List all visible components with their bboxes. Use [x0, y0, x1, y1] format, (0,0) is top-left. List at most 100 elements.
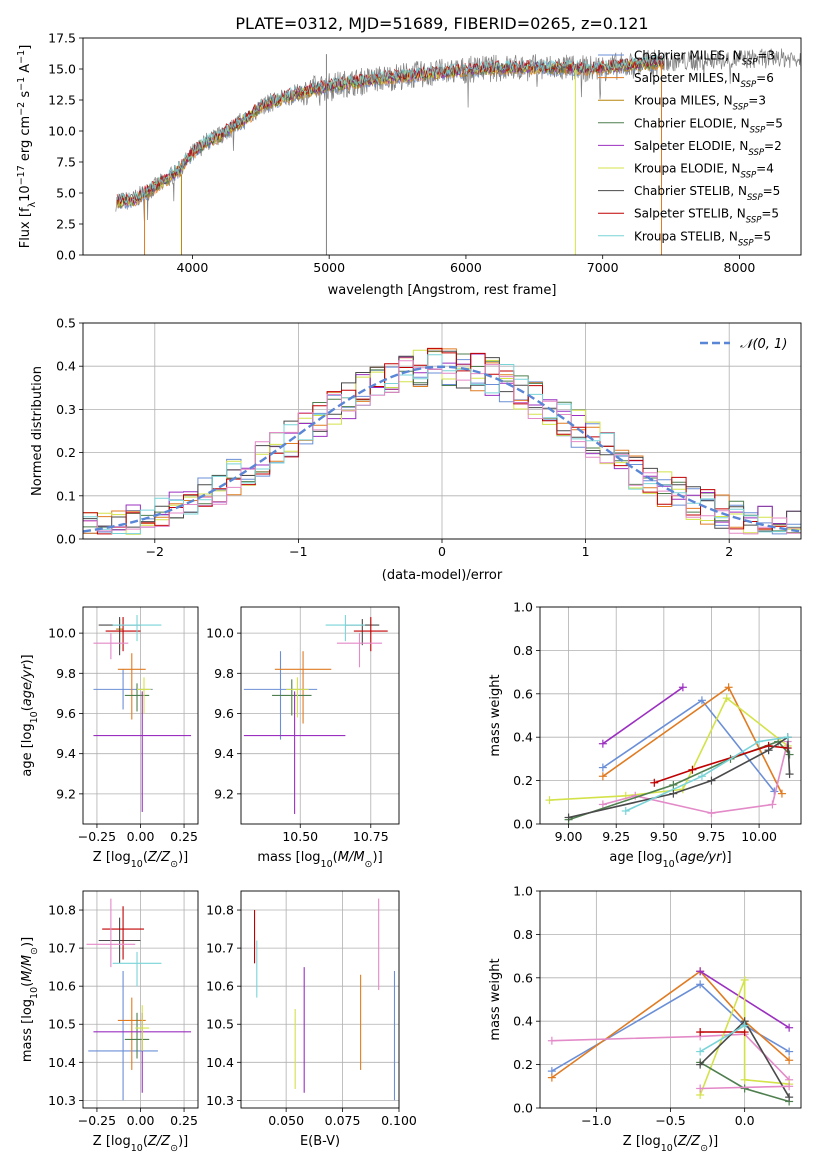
axis-label-part: 10	[18, 185, 33, 202]
legend-label-sub: SSP	[748, 148, 764, 158]
y-tick-label: 9.2	[214, 786, 234, 801]
weight-series-line	[625, 736, 788, 812]
weight-series-line	[602, 741, 789, 814]
x-tick-label: 0.00	[127, 1113, 155, 1128]
axis-label-part: ⊙	[29, 947, 40, 955]
axis-label-part: 10	[663, 859, 675, 870]
mass_vs_Z-plot-area	[86, 898, 192, 1101]
weight-series-line	[654, 745, 788, 784]
legend-label-tail: =5	[763, 184, 781, 198]
x-tick-label: 4000	[177, 260, 209, 275]
y-tick-label: 9.4	[214, 746, 234, 761]
y-tick-label: 9.6	[56, 706, 76, 721]
y-axis-label: age [log10(age/yr)]	[20, 654, 40, 776]
legend-label-sub: SSP	[750, 125, 766, 135]
legend-label-tail: =3	[757, 49, 775, 63]
y-tick-label: 2.5	[56, 217, 76, 232]
x-tick-label: 0.075	[325, 1113, 361, 1128]
weight-series-line	[602, 686, 684, 745]
residuals-panel: −2 −1 0 1 2 0.0 0.1 0.2 0.3 0.4 0.5 𝒩(0, 1) (data-mo…	[30, 316, 802, 583]
y-tick-label: 0.2	[56, 445, 76, 460]
spectrum-panel: 4000 5000 6000 7000 8000 0.0 2.5 5.0 7.5 10.0 12.5…	[16, 31, 802, 298]
y-tick-label: 9.8	[56, 666, 76, 681]
axis-label-part: erg cm	[18, 116, 33, 165]
x-tick-label: −1.0	[581, 1113, 611, 1128]
axis-label-part: Z [log	[93, 1134, 131, 1149]
residuals-plot-area	[83, 347, 801, 535]
x-tick-label: 10.50	[282, 829, 318, 844]
legend-label-sub: SSP	[741, 171, 757, 181]
age_vs_Z-plot-area	[93, 615, 192, 812]
axis-label-part: s	[18, 91, 33, 102]
legend-label-tail: =4	[756, 162, 774, 176]
y-tick-label: 0.6	[513, 970, 533, 985]
legend-label-tail: =3	[748, 94, 766, 108]
weight-series-line	[699, 1024, 746, 1053]
axis-label-part: age/yr	[680, 850, 723, 865]
x-tick-label: 0.100	[381, 1113, 417, 1128]
y-tick-label: 9.8	[214, 666, 234, 681]
legend-label-tail: =5	[761, 207, 779, 221]
axis-label-part: )]	[20, 654, 35, 664]
axis-label-part: age [log	[20, 723, 35, 776]
axis-label-part: Z [log	[623, 1134, 661, 1149]
y-tick-label: 10.3	[206, 1093, 234, 1108]
mass_vs_ebv-plot-area	[253, 898, 396, 1101]
gaussian-curve	[83, 365, 801, 533]
legend-label: Chabrier STELIB, NSSP=5	[634, 184, 780, 203]
axis-label-part: Z [log	[93, 850, 131, 865]
y-tick-label: 0.2	[513, 1057, 533, 1072]
x-tick-label: −1	[289, 544, 307, 559]
legend-label-main: Kroupa MILES, N	[634, 94, 733, 108]
axis-label-part: ⊙	[170, 859, 178, 870]
axis-label-part: (	[143, 850, 148, 865]
weight-series-line	[602, 686, 783, 794]
y-tick-label: 10.5	[48, 1017, 76, 1032]
mass_weight_vs_age-panel: 9.00 9.25 9.50 9.75 10.00 0.0 0.2 0.4 0.6 0.8 1.0 a…	[488, 600, 802, 870]
mass_vs_ebv-panel: 0.050 0.075 0.100 10.3 10.4 10.5 10.6 10.7 10.8 E…	[206, 890, 417, 1149]
y-tick-label: 0.4	[513, 1014, 533, 1029]
mass_weight_vs_Z-panel: −1.0 −0.5 0.0 0.0 0.2 0.4 0.6 0.8 1.0 Z [log10(Z/…	[488, 884, 802, 1154]
axis-label-part: (	[20, 706, 35, 711]
x-tick-label: 5000	[313, 260, 345, 275]
x-axis-label: (data-model)/error	[382, 568, 503, 583]
x-tick-label: 10.75	[353, 829, 389, 844]
legend-label: Salpeter STELIB, NSSP=5	[634, 207, 779, 226]
legend-label-tail: =5	[765, 116, 783, 130]
x-tick-label: 9.25	[602, 829, 630, 844]
x-tick-label: 0.25	[170, 829, 198, 844]
y-tick-label: 10.8	[206, 903, 234, 918]
axis-label-part: )]	[373, 850, 383, 865]
weight-series-line	[551, 970, 790, 1079]
legend-label: Kroupa STELIB, NSSP=5	[634, 229, 771, 248]
axis-label-part: 10	[131, 859, 143, 870]
axis-label-part: 10	[661, 1143, 673, 1154]
x-axis-label: Z [log10(Z/Z⊙)]	[623, 1134, 718, 1154]
y-tick-label: 10.7	[206, 941, 234, 956]
x-tick-label: 1	[582, 544, 590, 559]
y-tick-label: 12.5	[48, 93, 76, 108]
mass_weight_vs_Z-plot-area	[547, 967, 794, 1106]
x-tick-label: −0.25	[78, 1113, 116, 1128]
y-tick-label: 0.5	[56, 316, 76, 331]
axis-label-part: −17	[16, 165, 27, 185]
legend-label-main: Chabrier STELIB, N	[634, 184, 747, 198]
axis-label-part: A	[18, 64, 33, 77]
axis-label-part: )]	[708, 1134, 718, 1149]
y-tick-label: 0.0	[513, 817, 533, 832]
age_vs_mass-panel: 10.50 10.75 9.2 9.4 9.6 9.8 10.0 mass [log10(M/…	[206, 606, 400, 870]
legend-label-sub: SSP	[738, 238, 754, 248]
y-tick-label: 0.3	[56, 402, 76, 417]
legend-label: 𝒩(0, 1)	[740, 337, 787, 352]
axis-label-part: (	[673, 1134, 678, 1149]
age_vs_mass-plot-area	[243, 615, 388, 814]
axis-label-part: (	[143, 1134, 148, 1149]
axis-label-part: λ	[27, 201, 38, 207]
legend-label-tail: =5	[754, 229, 772, 243]
x-tick-label: 0.050	[268, 1113, 304, 1128]
y-tick-label: 0.6	[513, 686, 533, 701]
y-tick-label: 9.4	[56, 746, 76, 761]
axis-label-part: ⊙	[170, 1143, 178, 1154]
axis-label-part: ⊙	[700, 1143, 708, 1154]
